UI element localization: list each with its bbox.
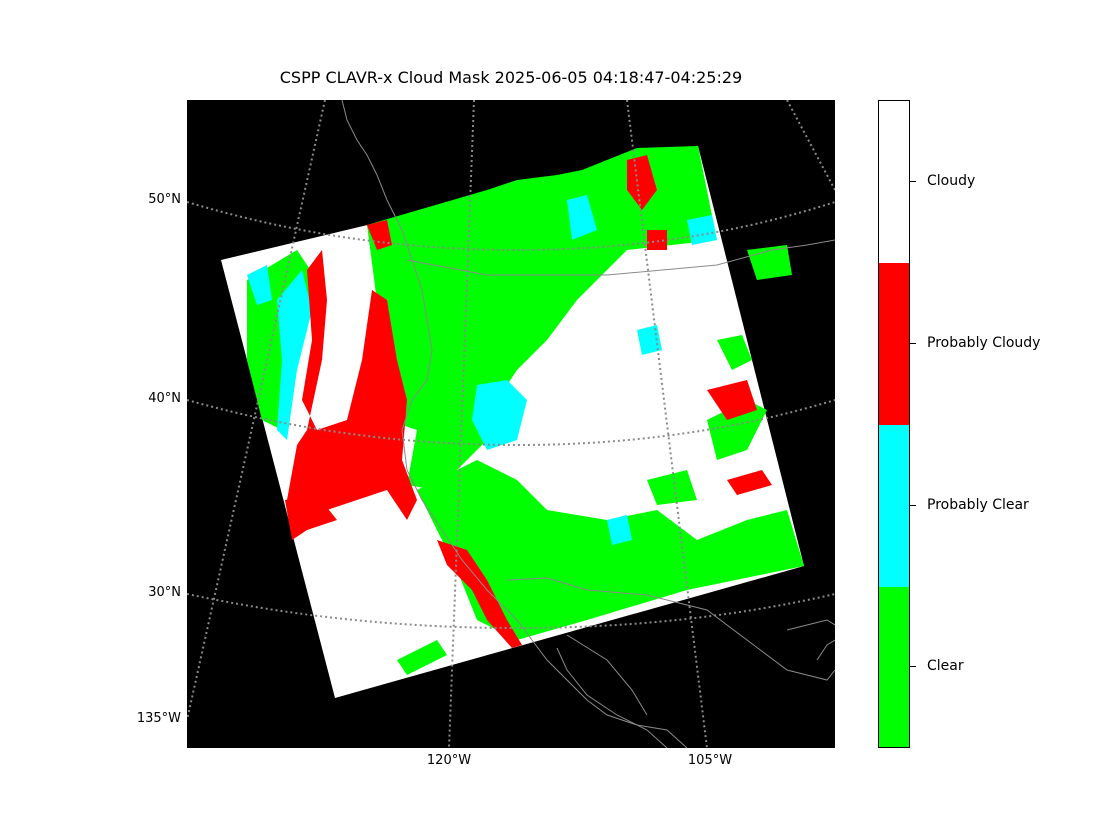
lat-label-30n: 30°N [148, 585, 181, 600]
lat-label-50n: 50°N [148, 192, 181, 207]
colorbar-probably-cloudy [879, 263, 909, 425]
colorbar-tick-probably-cloudy [910, 343, 916, 344]
lon-label-135w: 135°W [136, 711, 181, 726]
colorbar-probably-clear [879, 425, 909, 587]
colorbar-tick-cloudy [910, 181, 916, 182]
coastlines [341, 100, 835, 748]
colorbar-tick-probably-clear [910, 505, 916, 506]
probably-cloudy-regions [285, 155, 772, 648]
legend-label-probably-cloudy: Probably Cloudy [927, 335, 1041, 351]
colorbar-clear [879, 587, 909, 747]
lon-label-120w: 120°W [426, 753, 472, 768]
legend-label-probably-clear: Probably Clear [927, 497, 1029, 513]
lon-label-105w: 105°W [687, 753, 733, 768]
map-title: CSPP CLAVR-x Cloud Mask 2025-06-05 04:18… [279, 68, 743, 87]
legend-label-cloudy: Cloudy [927, 173, 976, 189]
colorbar-tick-clear [910, 666, 916, 667]
graticule [187, 100, 835, 748]
probably-clear-regions [247, 195, 717, 545]
colorbar [878, 100, 910, 748]
lat-label-40n: 40°N [148, 391, 181, 406]
map-svg [187, 100, 835, 748]
colorbar-cloudy [879, 101, 909, 263]
cloud-mask-map [187, 100, 835, 748]
legend-label-clear: Clear [927, 658, 964, 674]
